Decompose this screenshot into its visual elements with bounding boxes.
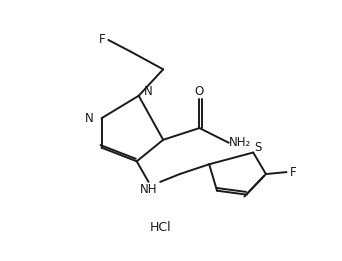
Text: S: S: [254, 141, 262, 154]
Text: NH₂: NH₂: [229, 136, 252, 149]
Text: F: F: [290, 165, 297, 179]
Text: O: O: [195, 85, 204, 98]
Text: HCl: HCl: [149, 221, 171, 234]
Text: N: N: [144, 85, 152, 98]
Text: NH: NH: [140, 183, 157, 196]
Text: F: F: [99, 33, 106, 46]
Text: N: N: [85, 112, 94, 125]
